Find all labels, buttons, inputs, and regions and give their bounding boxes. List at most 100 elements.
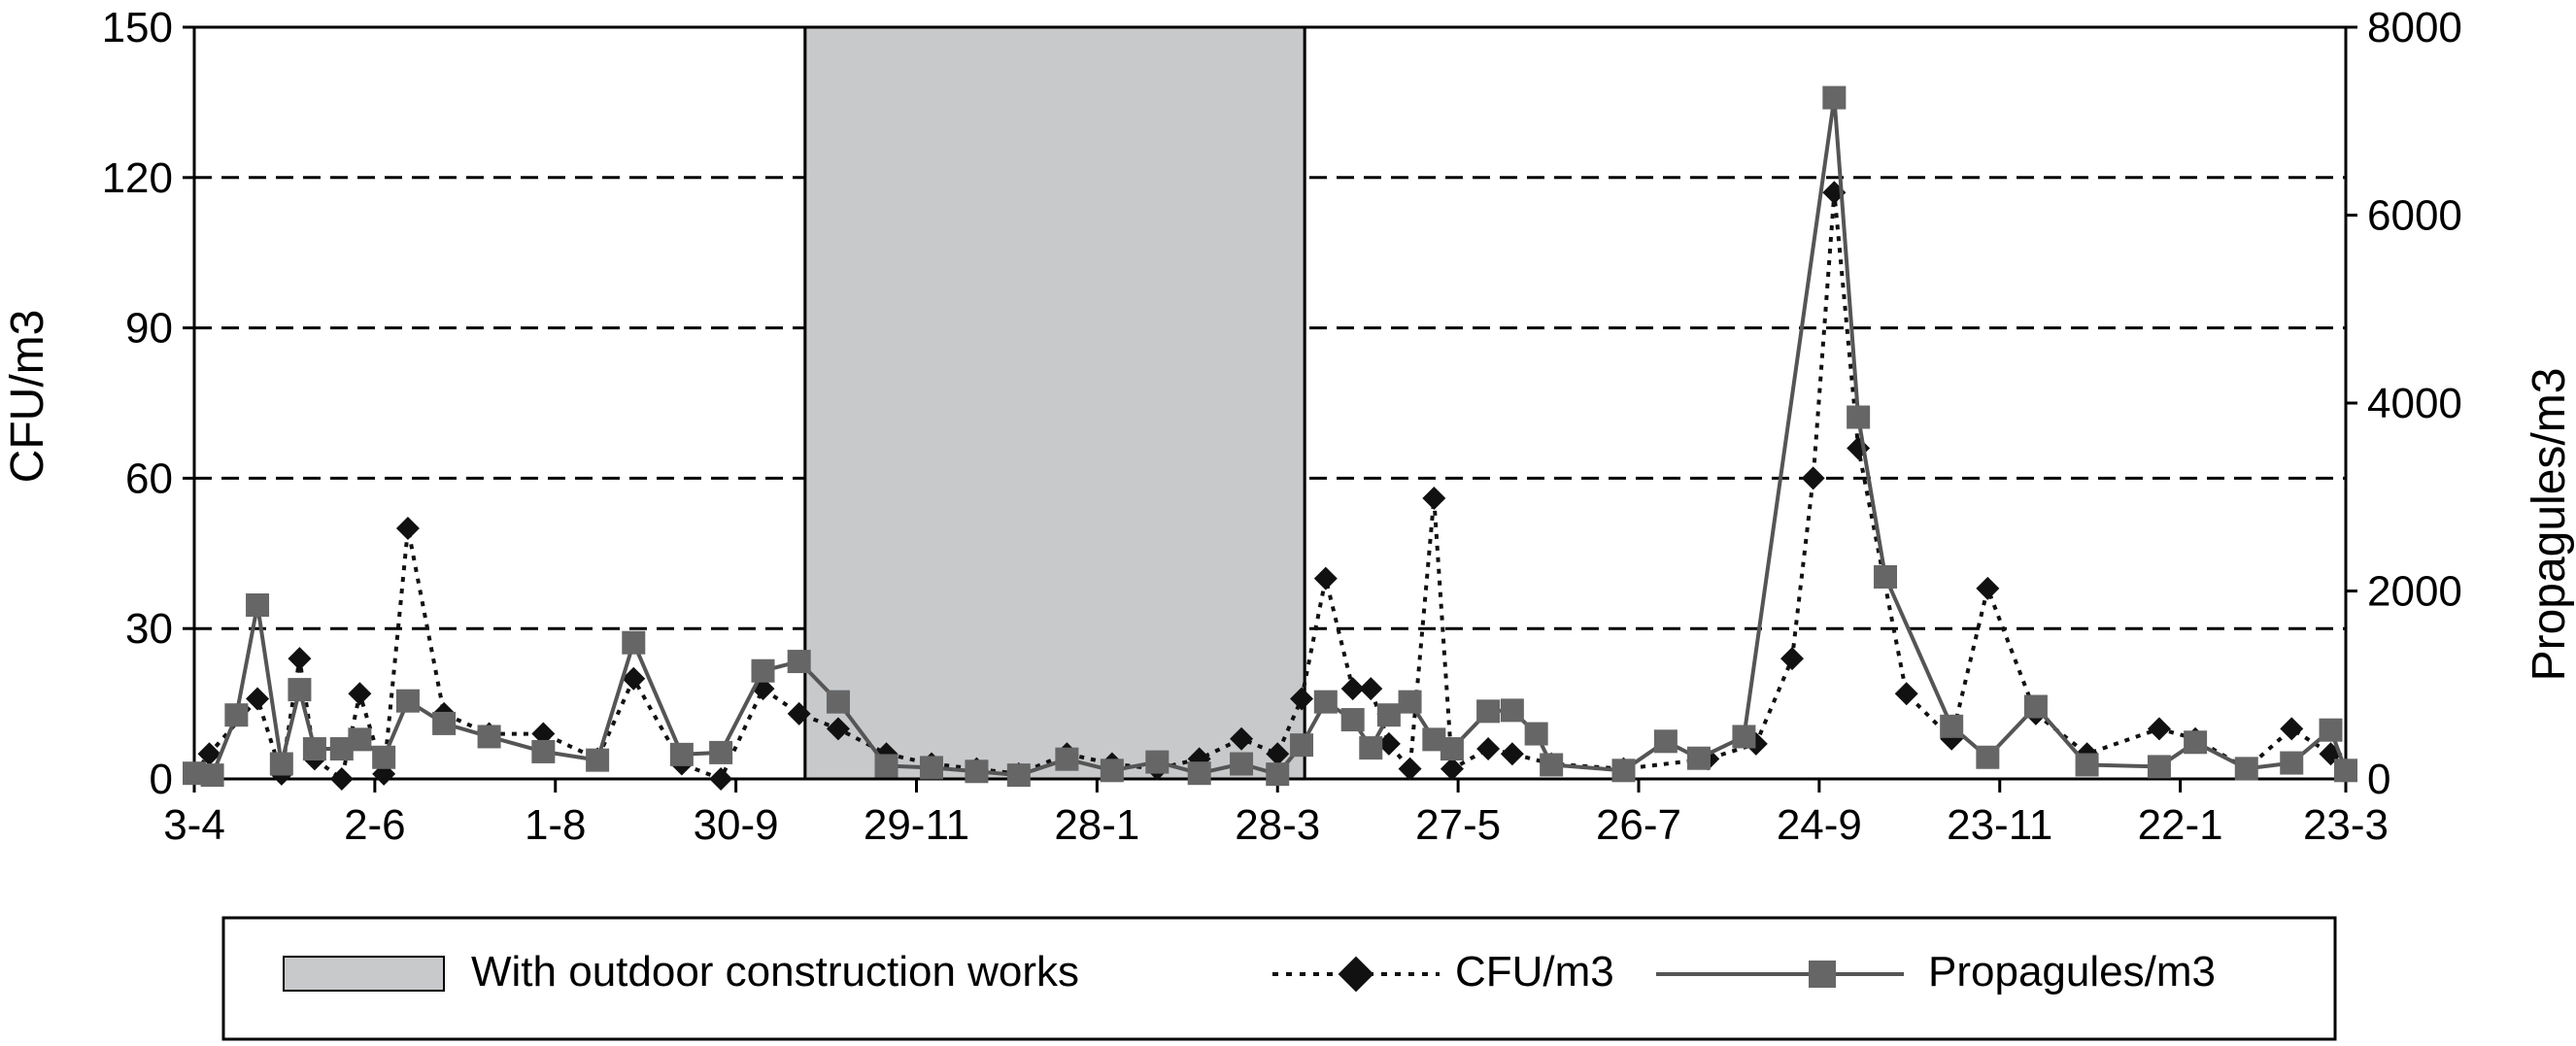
legend-cfu-label: CFU/m3 [1455,948,1614,995]
data-point-cfu [1290,687,1314,711]
data-point-cfu [2147,717,2171,741]
legend-shaded-swatch [283,956,445,992]
x-tick-label: 28-3 [1235,801,1320,849]
data-point-propagules [531,739,556,763]
data-point-cfu [1422,487,1446,511]
data-point-propagules [1340,708,1365,732]
x-tick-label: 24-9 [1777,801,1862,849]
data-point-propagules [246,593,270,618]
data-point-propagules [395,689,420,713]
data-point-propagules [269,752,293,776]
legend-box [221,916,2337,1041]
data-point-cfu [709,767,733,791]
data-point-cfu [826,717,850,741]
data-point-cfu [787,701,811,725]
data-point-propagules [372,745,396,769]
data-point-cfu [1801,466,1825,490]
data-point-propagules [1376,703,1401,727]
data-point-propagules [2334,759,2357,783]
data-point-cfu [1976,576,2000,600]
data-point-propagules [1440,737,1464,761]
y-tick-label: 90 [125,305,173,353]
data-point-propagules [1359,736,1383,760]
data-point-propagules [1732,725,1756,749]
x-tick-label: 30-9 [694,801,779,849]
data-point-propagules [1145,750,1169,774]
data-point-cfu [1779,647,1804,671]
data-point-cfu [1398,757,1422,781]
x-tick-label: 1-8 [525,801,587,849]
x-tick-label: 23-11 [1947,801,2052,849]
data-point-propagules [1313,690,1338,714]
data-point-propagules [1940,714,1964,738]
axes: 0 30 60 90 120 150 0 2000 4000 6000 8000 3-4 2-6 1-8 3… [102,4,2462,849]
data-point-propagules [1686,746,1711,770]
construction-period-overlay [803,25,1306,781]
data-point-cfu [1440,757,1464,781]
data-point-propagules [224,703,249,727]
data-point-cfu [1266,742,1290,766]
y2-tick-label: 2000 [2367,568,2462,616]
data-point-propagules [787,650,811,674]
data-point-propagules [1976,745,2000,769]
data-point-propagules [2147,755,2171,779]
data-point-propagules [1230,752,1254,776]
y-tick-label: 150 [102,4,173,51]
data-point-propagules [1055,747,1079,771]
data-point-propagules [1100,759,1124,783]
data-point-cfu [288,647,312,671]
data-point-propagules [586,748,610,772]
data-point-cfu [1894,682,1918,706]
data-point-propagules [669,742,694,766]
data-point-propagules [2319,718,2343,742]
data-point-propagules [2234,757,2258,781]
data-point-propagules [965,759,989,784]
x-tick-label: 27-5 [1415,801,1501,849]
data-point-propagules [1398,690,1422,714]
data-point-propagules [1266,762,1290,787]
data-point-propagules [1187,761,1211,786]
y2-tick-label: 4000 [2367,380,2462,427]
data-point-propagules [1611,759,1636,783]
data-point-propagules [751,658,775,683]
y-tick-label: 0 [150,756,173,803]
data-point-propagules [2023,694,2048,719]
data-point-propagules [826,690,850,714]
data-point-propagules [1653,729,1678,754]
data-point-propagules [622,630,646,655]
data-point-propagules [1290,733,1314,758]
x-tick-label: 22-1 [2138,801,2223,849]
data-point-cfu [246,687,270,711]
y-tick-label: 60 [125,455,173,502]
data-point-propagules [288,678,312,702]
data-point-propagules [1006,763,1031,788]
data-point-cfu [622,666,646,691]
data-point-propagules [709,740,733,764]
data-point-cfu [1500,742,1524,766]
y2-tick-label: 0 [2367,756,2390,803]
data-point-propagules [1476,699,1501,724]
x-tick-label: 3-4 [163,801,225,849]
data-point-cfu [1476,737,1501,761]
data-point-propagules [302,737,326,761]
data-point-cfu [1359,677,1383,701]
data-point-propagules [348,727,372,752]
data-point-propagules [1874,564,1898,589]
data-point-propagules [432,711,457,735]
legend-cfu-marker [1338,956,1374,993]
data-point-propagules [1500,698,1524,723]
data-point-propagules [1822,85,1847,110]
series-propagules [183,85,2357,788]
x-tick-label: 2-6 [344,801,406,849]
data-point-propagules [2184,730,2208,755]
data-point-cfu [1230,726,1254,751]
data-point-propagules [1847,405,1871,429]
x-tick-label: 23-3 [2303,801,2389,849]
data-point-propagules [1524,722,1548,746]
data-point-cfu [1313,566,1338,590]
x-tick-label: 26-7 [1596,801,1681,849]
data-point-propagules [2280,751,2304,775]
data-point-cfu [197,742,221,766]
data-point-cfu [395,517,420,540]
